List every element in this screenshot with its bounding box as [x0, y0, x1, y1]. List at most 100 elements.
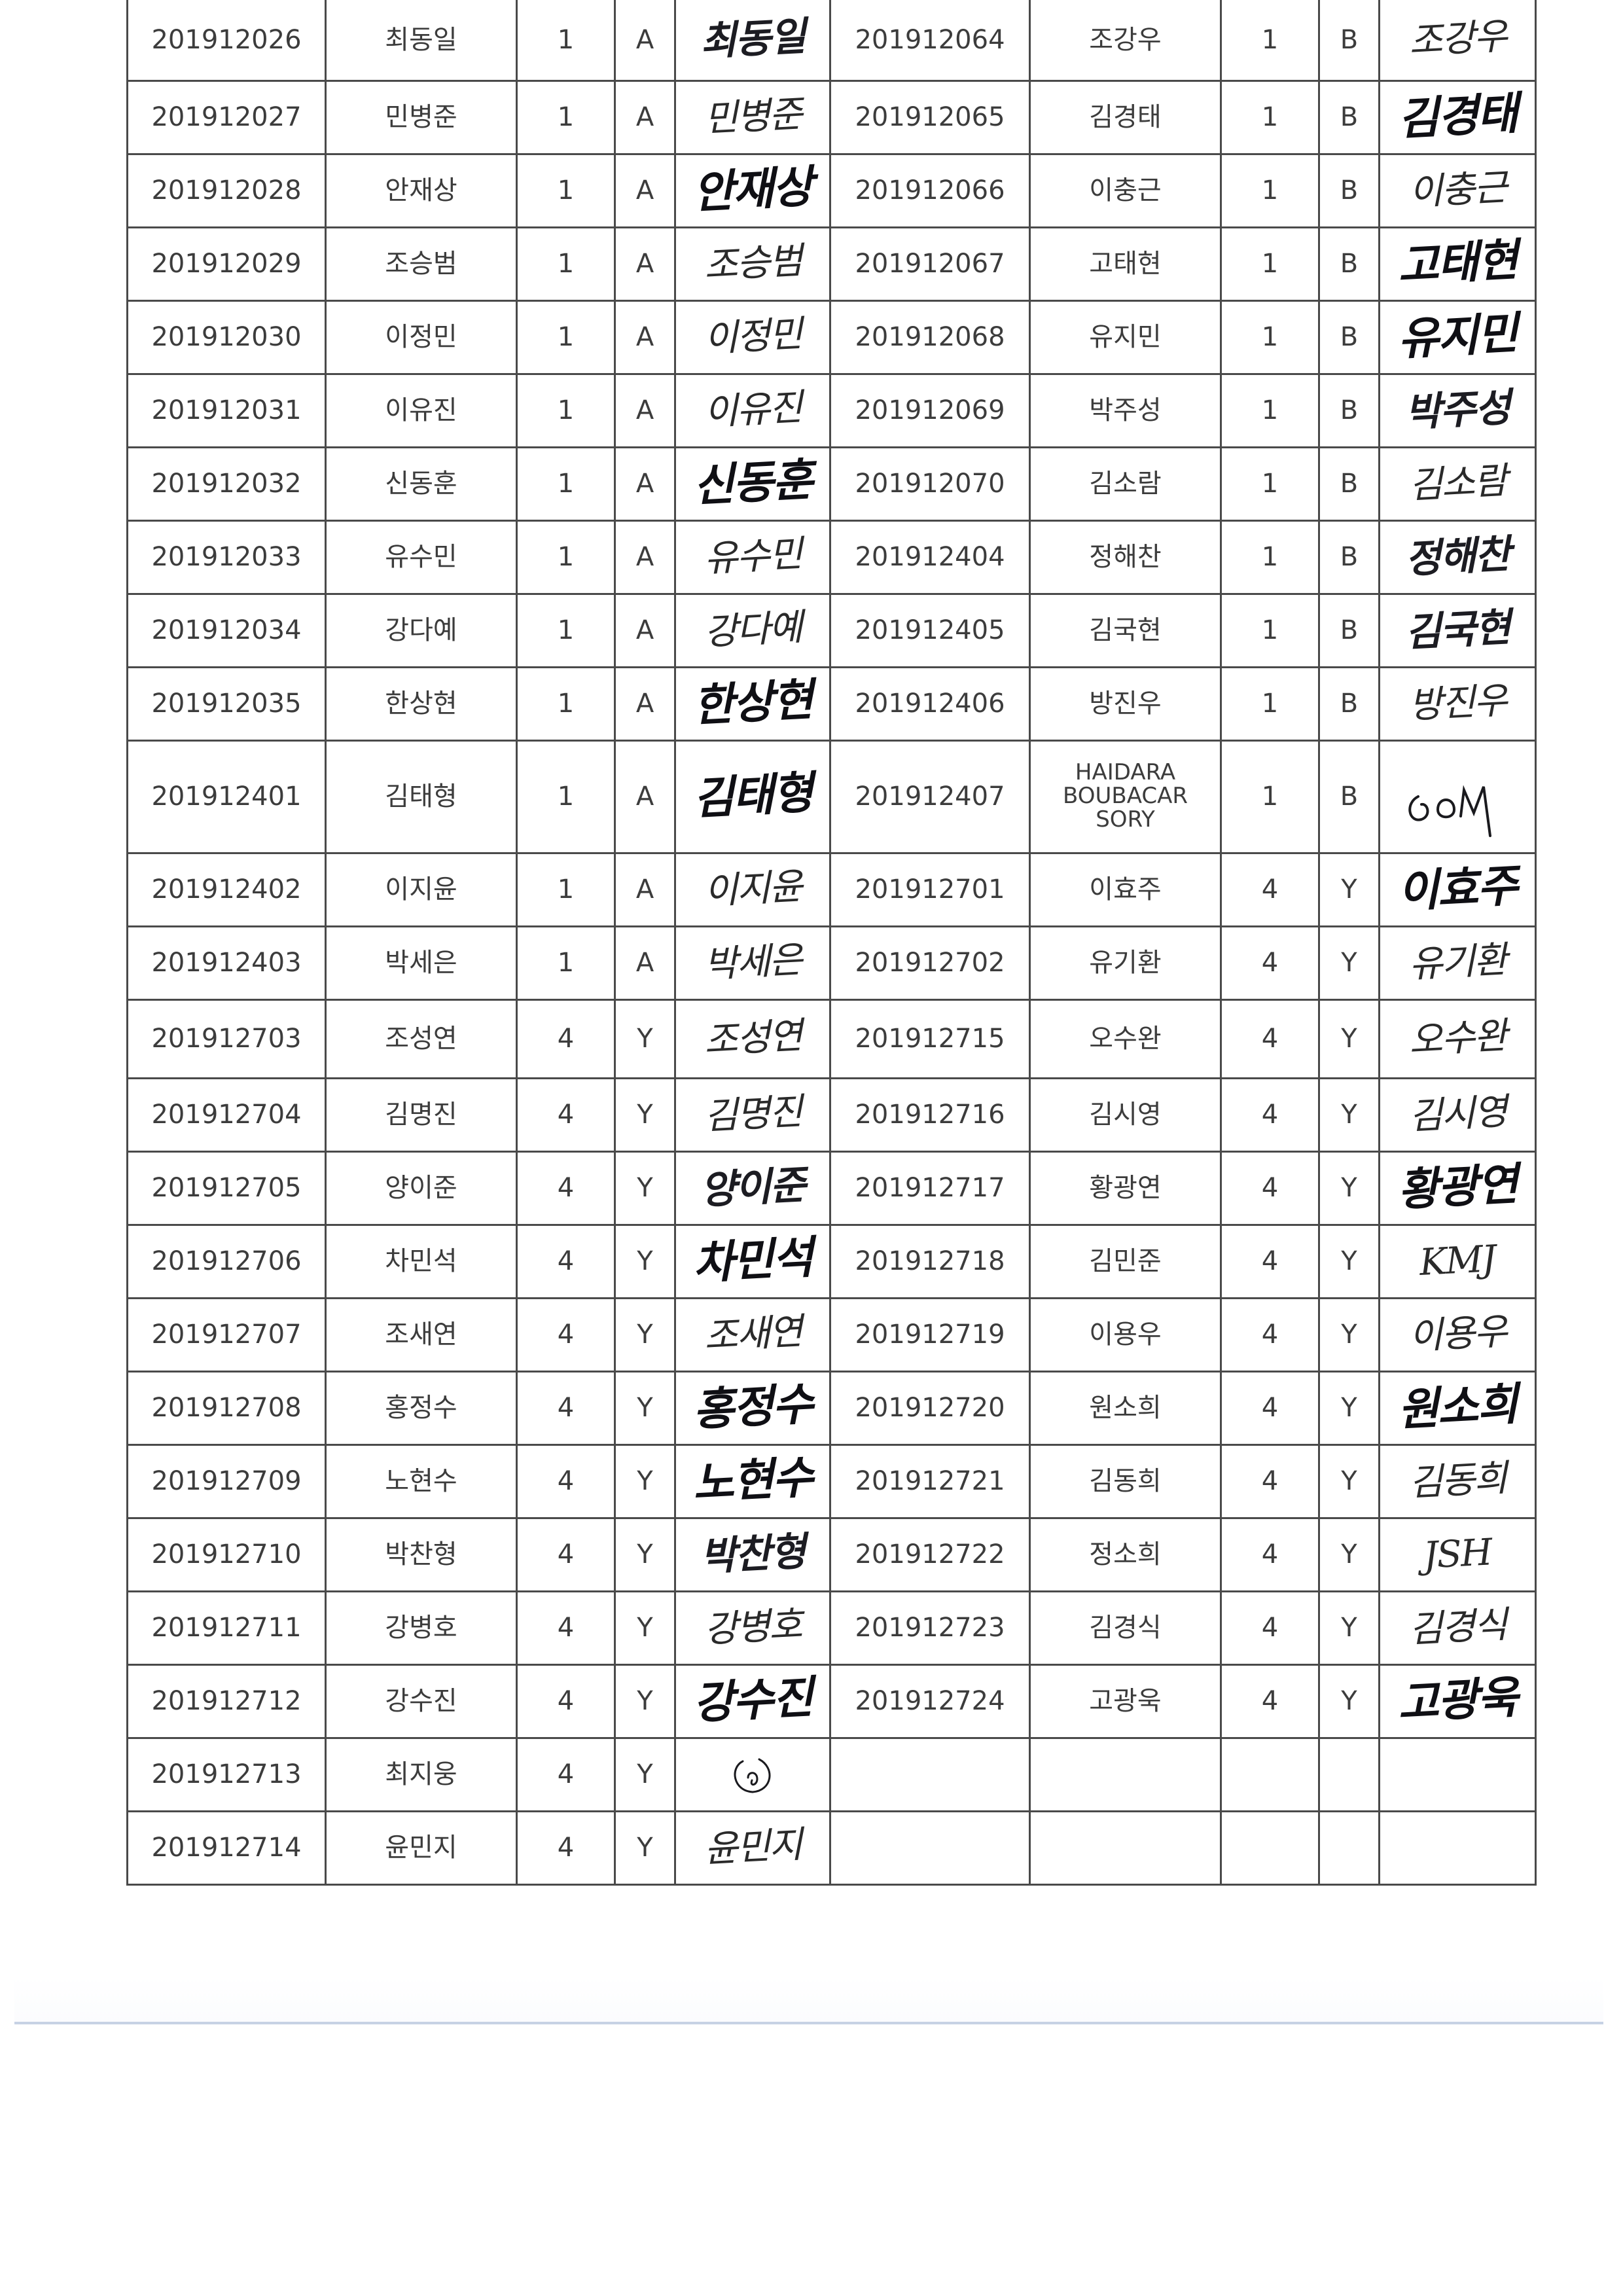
student-name: 조성연 — [325, 998, 518, 1079]
student-name: 유수민 — [325, 519, 518, 595]
student-id: 201912407 — [829, 739, 1031, 854]
handwritten-signature: 강다예 — [703, 605, 802, 654]
class-section: Y — [614, 1223, 676, 1299]
class-section: B — [1318, 152, 1380, 228]
student-name: 강다예 — [325, 592, 518, 668]
class-section: A — [614, 519, 676, 595]
student-name: 고광욱 — [1029, 1663, 1222, 1739]
signature-cell: 김국현 — [1378, 592, 1537, 668]
student-id: 201912067 — [829, 226, 1031, 302]
student-id: 201912406 — [829, 666, 1031, 742]
student-name: 이충근 — [1029, 152, 1222, 228]
student-id: 201912032 — [126, 446, 327, 522]
signature-cell: 유기환 — [1378, 925, 1537, 1001]
student-name: 김민준 — [1029, 1223, 1222, 1299]
class-section: A — [614, 739, 676, 854]
class-section: Y — [1318, 1443, 1380, 1519]
class-section: A — [614, 592, 676, 668]
table-row: 201912710 박찬형 4 Y 박찬형 201912722 정소희 4 Y … — [126, 1516, 1537, 1592]
student-name: 홍정수 — [325, 1370, 518, 1446]
student-id: 201912035 — [126, 666, 327, 742]
handwritten-signature: JSH — [1422, 1530, 1493, 1577]
class-section: Y — [614, 1663, 676, 1739]
table-row: 201912401 김태형 1 A 김태형 201912407 HAIDARA … — [126, 739, 1537, 854]
student-id: 201912708 — [126, 1370, 327, 1446]
handwritten-signature: 김소람 — [1408, 459, 1507, 507]
signature-cell: 유지민 — [1378, 299, 1537, 375]
class-section: A — [614, 79, 676, 155]
student-name: 김시영 — [1029, 1077, 1222, 1153]
grade: 4 — [1220, 1663, 1320, 1739]
student-id: 201912404 — [829, 519, 1031, 595]
grade: 4 — [1220, 1590, 1320, 1666]
student-name: 박주성 — [1029, 372, 1222, 448]
student-name: 김태형 — [325, 739, 518, 854]
student-name: 김경태 — [1029, 79, 1222, 155]
signature-cell: 박세은 — [674, 925, 831, 1001]
student-name: 유지민 — [1029, 299, 1222, 375]
grade: 1 — [516, 226, 616, 302]
student-id: 201912717 — [829, 1150, 1031, 1226]
class-section: A — [614, 299, 676, 375]
signature-cell: 양이준 — [674, 1150, 831, 1226]
handwritten-signature-mark — [734, 1758, 771, 1793]
student-name: 최지웅 — [325, 1736, 518, 1812]
class-section: B — [1318, 592, 1380, 668]
student-id: 201912712 — [126, 1663, 327, 1739]
handwritten-signature: 오수완 — [1408, 1014, 1507, 1062]
signature-cell: 최동일 — [674, 0, 831, 82]
student-name: 강수진 — [325, 1663, 518, 1739]
student-name: 원소희 — [1029, 1370, 1222, 1446]
class-section: B — [1318, 299, 1380, 375]
student-id: 201912069 — [829, 372, 1031, 448]
handwritten-signature: 이효주 — [1397, 859, 1518, 918]
handwritten-signature: 이충근 — [1408, 166, 1507, 214]
signature-cell: JSH — [1378, 1516, 1537, 1592]
handwritten-signature: 김경식 — [1408, 1603, 1507, 1651]
signature-cell: 오수완 — [1378, 998, 1537, 1079]
signature-cell: 조성연 — [674, 998, 831, 1079]
handwritten-signature: KMJ — [1418, 1237, 1497, 1284]
grade: 4 — [516, 1736, 616, 1812]
student-name: 오수완 — [1029, 998, 1222, 1079]
class-section: Y — [614, 1443, 676, 1519]
signature-cell: 원소희 — [1378, 1370, 1537, 1446]
class-section: Y — [614, 1370, 676, 1446]
class-section: Y — [1318, 998, 1380, 1079]
attendance-table-container: 201912026 최동일 1 A 최동일 201912064 조강우 1 B … — [126, 0, 1537, 1886]
student-id: 201912719 — [829, 1297, 1031, 1372]
table-row: 201912032 신동훈 1 A 신동훈 201912070 김소람 1 B … — [126, 446, 1537, 522]
student-id: 201912064 — [829, 0, 1031, 82]
handwritten-signature: 조승범 — [703, 239, 802, 287]
grade: 4 — [516, 1223, 616, 1299]
signature-cell: 이유진 — [674, 372, 831, 448]
student-id: 201912029 — [126, 226, 327, 302]
table-row: 201912026 최동일 1 A 최동일 201912064 조강우 1 B … — [126, 0, 1537, 82]
table-row: 201912711 강병호 4 Y 강병호 201912723 김경식 4 Y … — [126, 1590, 1537, 1666]
student-id: 201912715 — [829, 998, 1031, 1079]
grade: 4 — [516, 1663, 616, 1739]
student-id: 201912709 — [126, 1443, 327, 1519]
student-id — [829, 1736, 1031, 1812]
table-row: 201912703 조성연 4 Y 조성연 201912715 오수완 4 Y … — [126, 998, 1537, 1079]
handwritten-signature: 한상현 — [692, 673, 813, 732]
grade: 4 — [1220, 1150, 1320, 1226]
signature-cell: 조새연 — [674, 1297, 831, 1372]
grade: 4 — [516, 998, 616, 1079]
grade: 1 — [1220, 372, 1320, 448]
table-row: 201912033 유수민 1 A 유수민 201912404 정해찬 1 B … — [126, 519, 1537, 595]
grade: 4 — [516, 1077, 616, 1153]
handwritten-signature: 조강우 — [1408, 15, 1507, 63]
class-section: A — [614, 226, 676, 302]
student-name: 정해찬 — [1029, 519, 1222, 595]
student-name: 조승범 — [325, 226, 518, 302]
handwritten-signature: 박세은 — [703, 938, 802, 986]
class-section: Y — [614, 1590, 676, 1666]
student-id: 201912065 — [829, 79, 1031, 155]
student-name: HAIDARA BOUBACAR SORY — [1029, 739, 1222, 854]
student-id: 201912713 — [126, 1736, 327, 1812]
student-name: 김동희 — [1029, 1443, 1222, 1519]
table-row: 201912031 이유진 1 A 이유진 201912069 박주성 1 B … — [126, 372, 1537, 448]
class-section: B — [1318, 519, 1380, 595]
table-row: 201912402 이지윤 1 A 이지윤 201912701 이효주 4 Y … — [126, 852, 1537, 927]
